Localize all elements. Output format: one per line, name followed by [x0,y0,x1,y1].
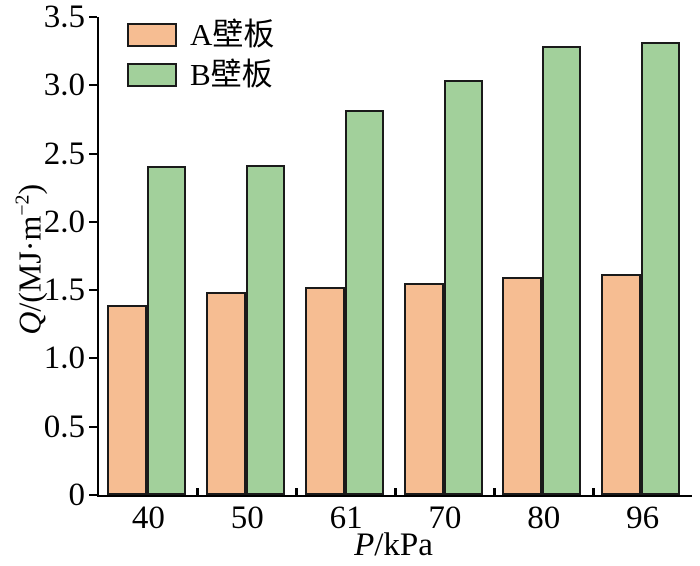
y-axis-tick-1.5 [89,289,97,292]
y-axis-tick-label-3.0: 3.0 [43,67,85,104]
legend-swatch-a [127,23,177,47]
x-axis-tick-label-61: 61 [329,500,363,536]
y-axis-variable: Q [11,311,48,335]
y-axis-tick-label-3.5: 3.5 [43,0,85,35]
y-axis-tick-label-0: 0 [68,477,86,513]
bar-series-a-50 [205,291,246,495]
y-axis-tick-label-0.5: 0.5 [43,408,85,445]
x-axis-title: P/kPa [97,528,690,562]
bar-series-a-40 [107,305,147,495]
y-axis-tick-2.0 [89,220,97,223]
y-axis-tick-label-2.0: 2.0 [43,203,85,240]
y-axis-tick-1.0 [89,357,97,360]
bar-series-a-70 [403,283,444,495]
bar-series-b-80 [542,45,582,495]
y-axis-tick-label-1.5: 1.5 [43,272,85,309]
legend-label-b: B壁板 [190,57,273,92]
bar-series-a-80 [502,276,543,495]
y-axis-tick-3.5 [89,16,97,18]
x-axis-tick-label-50: 50 [230,500,264,536]
x-axis-tick-label-80: 80 [527,500,561,536]
x-axis-tick-label-96: 96 [626,500,660,536]
y-axis-tick-3.0 [89,84,97,87]
bar-series-b-50 [245,164,285,495]
bar-series-b-70 [443,79,483,495]
bar-series-b-40 [147,165,186,495]
legend-item-a: A壁板 [127,15,274,55]
legend-item-b: B壁板 [127,55,273,95]
x-axis-unit: /kPa [374,527,433,563]
y-axis-tick-0.5 [89,425,97,428]
legend-label-a: A壁板 [190,17,275,52]
x-axis-boundary-tick-2 [295,488,299,495]
y-axis-unit-post: ) [11,183,48,195]
bar-series-b-96 [641,41,681,495]
bar-series-a-96 [601,273,642,495]
y-axis-tick-2.5 [89,152,97,155]
y-axis-tick-0 [89,494,97,496]
x-axis-tick-label-70: 70 [428,500,462,536]
x-axis-tick-label-40: 40 [131,500,165,536]
x-axis-variable: P [354,527,375,563]
x-axis-boundary-tick-5 [591,488,595,495]
bar-series-b-61 [344,109,384,495]
legend-swatch-b [127,63,177,87]
y-axis-tick-label-1.0: 1.0 [43,340,85,377]
bar-series-a-61 [304,287,345,495]
x-axis-boundary-tick-3 [394,488,397,495]
x-axis-boundary-tick-4 [492,488,496,495]
plot-area: A壁板 B壁板 0 0.5 1.0 1.5 2.0 2.5 3.0 3.5 40 50 61 70 80 9… [44,0,692,535]
y-axis-tick-label-2.5: 2.5 [43,135,85,172]
x-axis-boundary-tick-1 [196,488,200,495]
